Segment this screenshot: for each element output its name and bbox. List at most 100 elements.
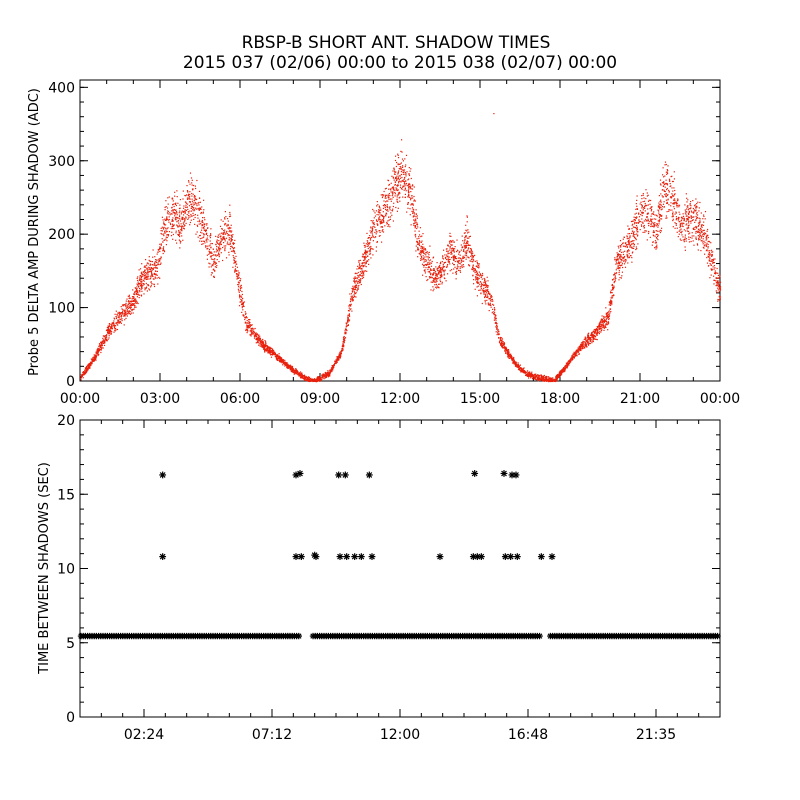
data-point [394,171,396,173]
data-point [147,270,149,273]
data-point [148,256,150,258]
data-point [350,303,352,305]
data-point [451,244,453,246]
data-point [394,193,396,195]
data-point [513,360,515,362]
data-point [280,360,282,362]
data-point [130,312,133,314]
data-point [534,376,536,378]
data-point [251,327,253,330]
data-point [290,367,292,369]
data-point [229,215,232,217]
data-point [92,357,94,359]
data-point [183,227,185,229]
data-point [379,231,381,233]
data-point [128,305,130,307]
data-point [491,298,493,300]
data-point [141,287,143,289]
data-point [139,275,141,277]
data-point [511,356,513,358]
data-point [455,271,457,273]
data-point [520,369,522,372]
data-point [490,294,492,297]
data-point [167,197,169,199]
data-point [426,256,428,258]
data-point [430,262,433,264]
data-point [181,235,183,237]
data-point [239,280,241,282]
data-point [136,290,138,293]
data-point [137,291,139,294]
data-point [160,258,162,260]
data-point [299,374,301,376]
data-point [646,239,648,241]
data-point [282,359,285,361]
data-point [424,270,426,272]
data-point [348,307,350,309]
data-point [330,370,332,372]
data-point [367,260,369,262]
data-point [493,314,495,316]
data-point [198,190,201,192]
data-point [131,304,133,306]
data-point [425,254,427,256]
data-point [297,371,299,373]
data-point [176,225,179,227]
data-point [485,285,488,287]
data-point [193,199,196,201]
data-point [681,218,683,220]
data-point [632,233,634,235]
data-point [259,340,261,342]
data-point [481,289,483,291]
data-point [354,288,356,290]
data-point [156,267,158,269]
data-point [517,368,520,371]
data-point [438,270,440,272]
data-point [147,273,149,275]
data-point [295,371,297,373]
data-point [461,247,463,249]
data-point [479,289,481,291]
data-point [266,349,268,351]
data-point [497,332,499,334]
data-point [269,346,271,348]
data-point [275,358,277,360]
data-point [433,281,435,283]
data-point [392,188,394,190]
data-point [465,243,467,245]
data-point [366,245,368,247]
data-point [125,300,127,302]
data-point [157,283,159,285]
data-point [239,297,241,299]
data-point [469,265,471,267]
data-point [459,254,461,256]
data-point [306,379,308,381]
data-point [467,250,469,252]
data-point [242,314,244,316]
data-point [402,186,404,188]
data-point [205,246,207,248]
data-point [322,377,324,379]
data-point [183,207,185,209]
data-point [304,379,306,381]
data-point [222,233,224,236]
data-point [164,239,166,241]
data-point [351,310,353,312]
data-point [326,373,328,375]
data-point [415,213,417,215]
data-point [333,364,336,366]
data-point [659,179,662,181]
data-point [400,171,403,173]
data-point [496,328,498,330]
data-point [365,262,367,265]
data-point [189,191,191,193]
data-point [369,237,371,239]
data-point [515,362,517,364]
data-point [418,240,421,242]
data-point [507,350,509,352]
data-point [166,217,168,219]
data-point [355,292,357,295]
data-point [128,300,130,302]
data-point [548,379,550,382]
data-point [159,243,161,245]
